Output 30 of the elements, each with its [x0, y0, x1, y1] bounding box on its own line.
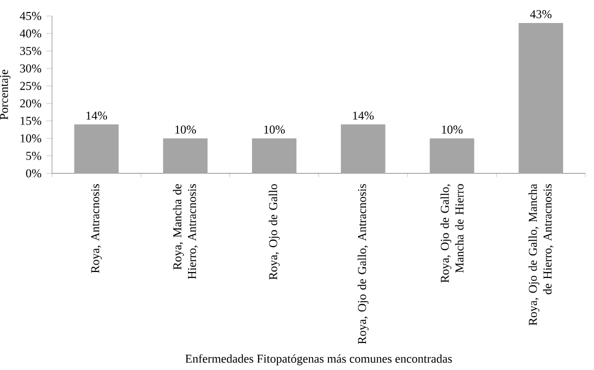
x-tick-label: Roya, Mancha de Hierro, Antracnosis: [172, 184, 198, 280]
data-label: 10%: [442, 126, 463, 134]
y-tick-label: 5%: [26, 152, 42, 160]
data-label: 14%: [353, 112, 374, 120]
y-tick-label: 0%: [26, 169, 42, 178]
bar: [430, 138, 474, 174]
bar: [252, 138, 296, 174]
bar: [74, 124, 119, 174]
bar: [163, 138, 208, 174]
y-tick-label: 25%: [20, 82, 42, 90]
x-tick-label: Roya, Ojo de Gallo, Mancha de Hierro, Antracnosis: [528, 184, 554, 326]
y-tick-label: 35%: [20, 46, 42, 56]
x-tick-label: Roya, Ojo de Gallo: [268, 184, 280, 280]
y-tick-label: 30%: [20, 64, 42, 73]
y-tick-label: 15%: [20, 116, 42, 125]
x-axis-title: Enfermedades Fitopatógenas más comunes encontradas: [185, 354, 452, 366]
bar: [340, 124, 386, 174]
data-label: 10%: [264, 126, 285, 134]
data-label: 43%: [530, 10, 552, 18]
y-tick-label: 10%: [20, 134, 42, 142]
data-label: 14%: [86, 112, 108, 120]
data-label: 10%: [175, 126, 196, 134]
y-axis-title: Porcentaje: [0, 70, 10, 120]
y-tick-label: 40%: [20, 29, 42, 38]
x-tick-label: Roya, Ojo de Gallo, Antracnosis: [358, 184, 369, 344]
x-tick-label: Roya, Antracnosis: [91, 184, 102, 274]
bar: [518, 22, 564, 174]
x-tick-label: Roya, Ojo de Gallo, Mancha de Hierro: [440, 184, 464, 283]
y-tick-label: 20%: [20, 99, 42, 108]
y-tick-label: 45%: [20, 12, 42, 20]
